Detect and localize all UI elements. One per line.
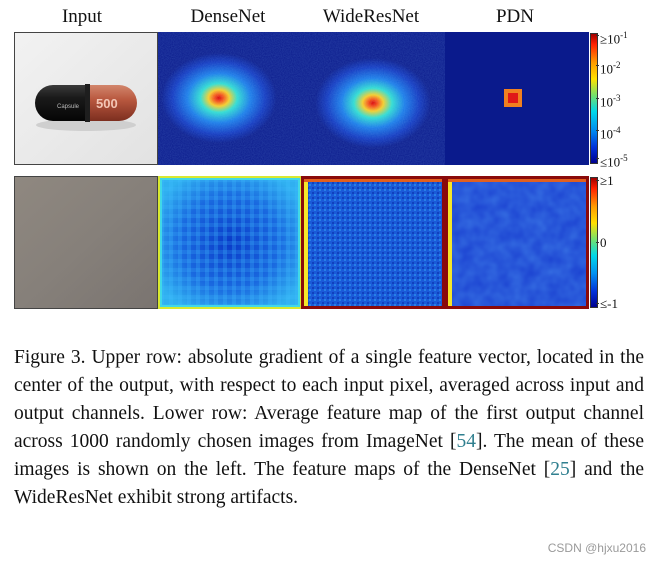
column-title-densenet: DenseNet [190, 6, 266, 27]
densenet-feature-map [158, 176, 302, 309]
column-title-wideresnet: WideResNet [322, 6, 420, 27]
pdn-feature-map [445, 176, 589, 309]
wideresnet-feature-map [301, 176, 445, 309]
colorbar-top-tick-5: ≤10-5 [596, 153, 628, 170]
densenet-gradient-map [158, 32, 302, 165]
capsule-logo: Capsule [57, 104, 80, 110]
figure-caption: Figure 3. Upper row: absolute gradient o… [14, 347, 645, 508]
input-capsule-image: Capsule 500 [14, 32, 158, 165]
mean-input-image [14, 176, 158, 309]
colorbar-bottom-tick-top: ≥1 [596, 173, 614, 188]
column-title-input: Input [61, 6, 103, 27]
citation-54[interactable]: 54 [456, 431, 476, 452]
colorbar-top-tick-2: 10-2 [596, 60, 621, 77]
pdn-gradient-map [445, 32, 589, 165]
colorbar-top-tick-3: 10-3 [596, 93, 621, 110]
colorbar-bottom-tick-mid: 0 [596, 235, 607, 250]
capsule-text: 500 [96, 96, 118, 111]
citation-25[interactable]: 25 [550, 459, 570, 480]
column-title-pdn: PDN [495, 6, 534, 27]
watermark: CSDN @hjxu2016 [547, 541, 646, 555]
colorbar-bottom-tick-bottom: ≤-1 [596, 296, 618, 311]
colorbar-top-tick-1: ≥10-1 [596, 30, 628, 47]
wideresnet-gradient-map [301, 32, 445, 165]
colorbar-top-tick-4: 10-4 [596, 125, 621, 142]
